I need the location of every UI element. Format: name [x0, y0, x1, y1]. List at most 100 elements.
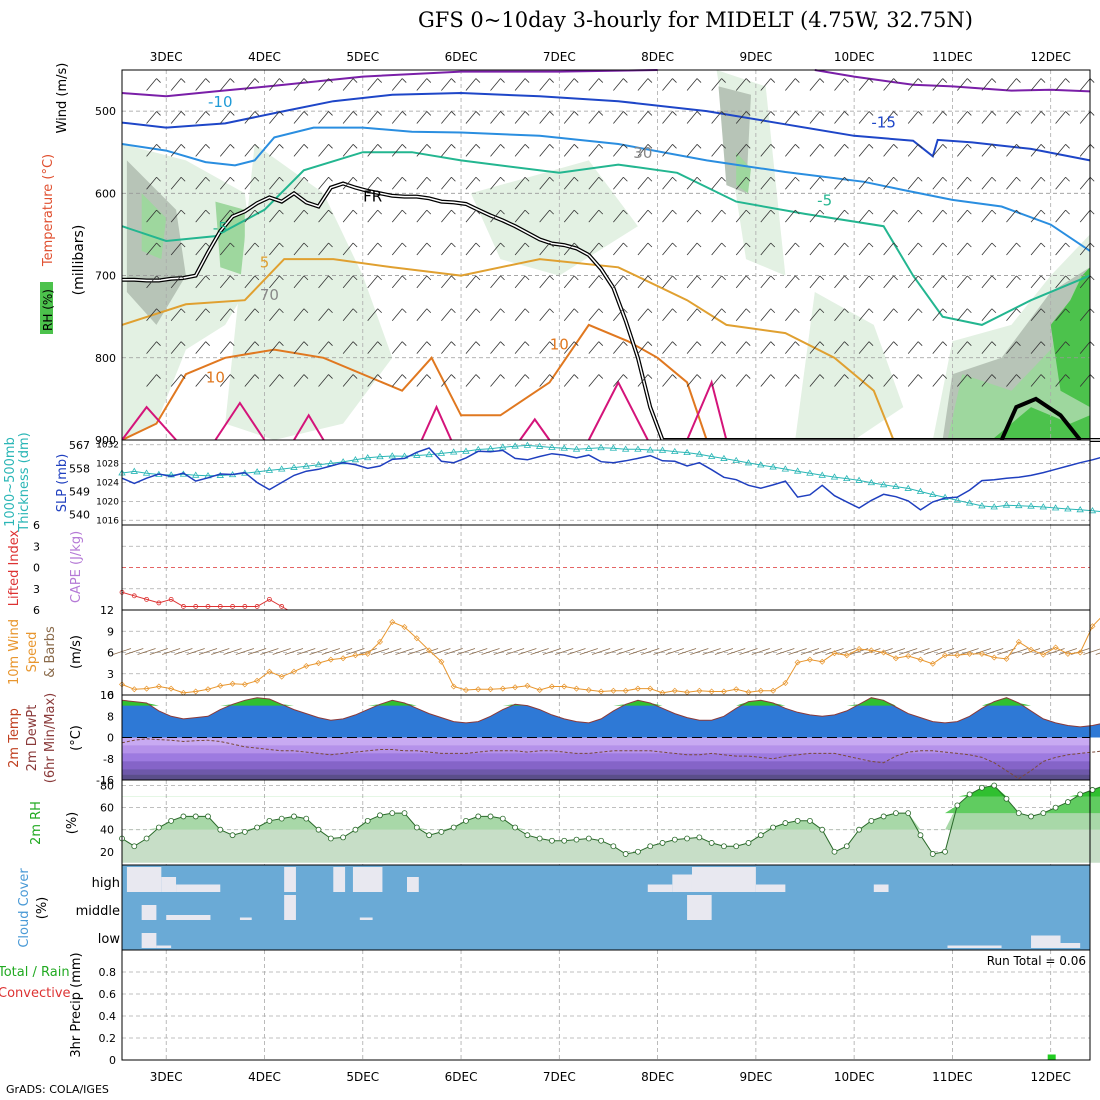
wind-barb-10m — [874, 648, 893, 655]
wind-barb — [1089, 242, 1095, 248]
cloud-patch — [166, 915, 211, 920]
wind-barb-10m — [751, 648, 770, 655]
wind-barb-10m — [997, 648, 1016, 655]
wind-barb — [367, 176, 378, 190]
wind-barb — [613, 176, 624, 190]
wind-speed-point — [155, 683, 162, 690]
date-label-bottom: 12DEC — [1030, 1070, 1070, 1084]
wind-barb-10m — [137, 648, 156, 655]
wind-barb — [451, 341, 456, 346]
wind-barb — [981, 209, 993, 223]
wind-barb — [819, 111, 825, 116]
wind-barb-10m — [665, 648, 684, 655]
wind-barb — [195, 111, 207, 124]
wind-barb — [1089, 176, 1095, 182]
wind-barb-10m — [813, 648, 832, 655]
date-label-top: 3DEC — [150, 50, 183, 64]
wind-speed-point — [217, 682, 224, 689]
wind-barb — [942, 275, 948, 281]
wind-barb — [490, 341, 501, 354]
wind-speed-point — [438, 658, 445, 665]
wind-barb — [180, 144, 186, 149]
wind-barb — [917, 341, 923, 346]
wind-barb — [942, 242, 948, 248]
wind-speed-point — [413, 635, 420, 642]
wind-barb — [441, 374, 452, 387]
wind-barb — [613, 242, 624, 256]
wind-barb — [957, 78, 968, 91]
wind-barb — [760, 111, 772, 124]
rh2m-point — [438, 828, 445, 835]
wind-barb — [573, 275, 579, 281]
wind-barb — [229, 242, 235, 248]
wind-barb — [907, 144, 919, 157]
wind-barb — [1089, 111, 1095, 116]
wind-barb — [819, 78, 825, 83]
thickness-point — [425, 450, 433, 458]
cloud-patch — [176, 884, 221, 892]
wind-barb — [1040, 374, 1046, 379]
wind-barb — [500, 341, 505, 346]
temperature-axis-label: Temperature (°C) — [41, 154, 56, 267]
wind-barb — [917, 275, 923, 281]
wind-barb — [981, 111, 993, 124]
wind-barb — [401, 111, 407, 116]
wind-barb — [1065, 341, 1070, 346]
wind-speed-point — [1015, 638, 1022, 645]
date-label-bottom: 10DEC — [834, 1070, 874, 1084]
wind-barb — [770, 111, 776, 116]
wind-speed-point — [585, 687, 592, 693]
wind-barb — [1040, 308, 1046, 314]
wind-barb — [760, 144, 772, 157]
wind-barb — [441, 341, 452, 354]
thickness-point — [376, 452, 384, 460]
wind-barb — [932, 308, 944, 322]
rh2m-point — [266, 817, 273, 824]
wind-barb — [647, 111, 653, 116]
wind-barb — [303, 242, 309, 248]
wind-barb — [219, 374, 231, 387]
wind-barb — [465, 341, 477, 354]
wind-barb — [269, 308, 280, 322]
wind-barb — [623, 242, 628, 248]
wind-barb — [303, 111, 309, 116]
wind-barb — [991, 275, 997, 281]
contour-label: -5 — [817, 192, 832, 210]
wind-speed-point — [524, 682, 531, 689]
wind-speed-point — [954, 652, 961, 659]
contour-label: -15 — [871, 114, 896, 132]
wind-barb — [539, 111, 550, 124]
rh2m-point — [905, 810, 912, 817]
rh2m-point — [463, 817, 469, 824]
wind-barb-10m — [555, 648, 574, 655]
wind-barb — [1030, 242, 1042, 256]
wind-barb — [942, 111, 948, 116]
thickness-point — [339, 458, 347, 465]
wind-barb — [637, 308, 649, 322]
slp-tick-label: 1024 — [96, 479, 119, 489]
wind-barb — [991, 374, 997, 379]
cloud-patch — [239, 917, 252, 920]
wind-barb-10m — [604, 648, 623, 655]
wind-speed-point — [340, 655, 347, 662]
wind-barb — [367, 111, 378, 124]
wind-barb — [770, 341, 776, 346]
wind-barb — [672, 275, 677, 281]
wind-barb-10m — [948, 648, 967, 655]
rh2m-point — [807, 817, 813, 824]
wind-barb — [868, 275, 874, 281]
wind-barb — [416, 111, 428, 124]
wind-barb — [598, 111, 604, 116]
wind-barb — [735, 209, 747, 223]
wind-speed-point — [1028, 646, 1034, 653]
wind-barb — [293, 308, 305, 322]
wind-barb — [524, 111, 530, 116]
wind-barb-10m — [886, 648, 906, 655]
wind-barb — [932, 209, 944, 223]
wind-barb — [318, 275, 329, 289]
wind-barb — [219, 308, 231, 322]
wind-barb — [229, 341, 235, 346]
wind-barb-10m — [260, 648, 279, 655]
wind-barb — [352, 374, 358, 379]
wind-barb — [352, 341, 358, 346]
